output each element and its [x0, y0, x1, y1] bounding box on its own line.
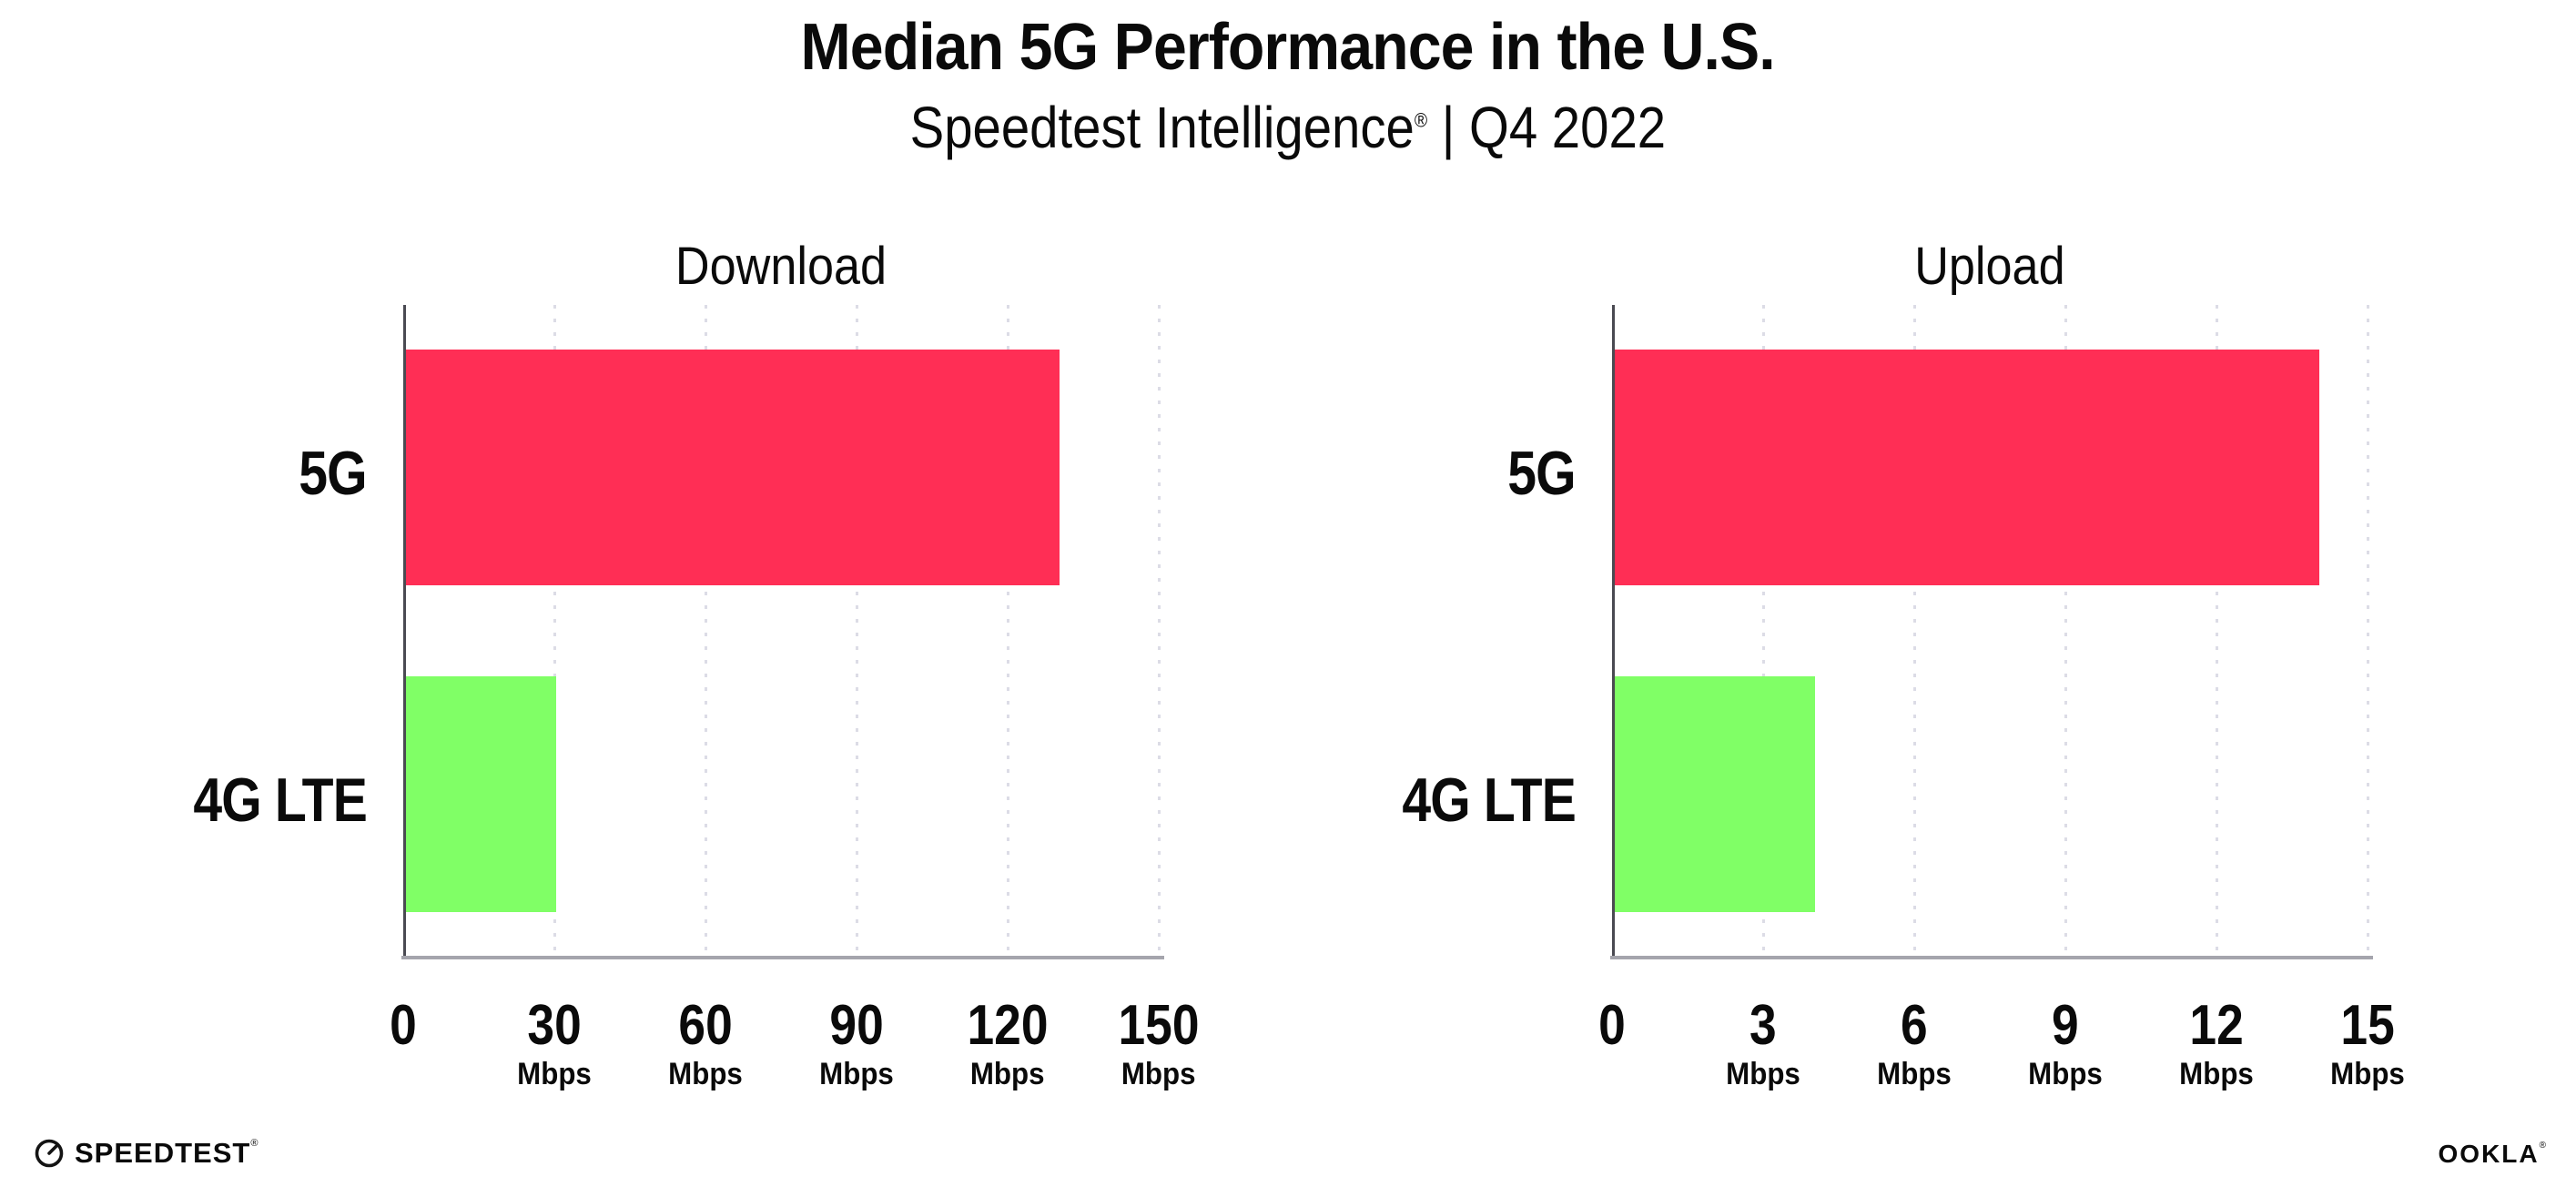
- upload-xtick-12: 12 Mbps: [2176, 958, 2257, 1091]
- page-subtitle-text: Speedtest Intelligence® | Q4 2022: [910, 95, 1666, 160]
- download-xtick-value: 0: [390, 994, 417, 1057]
- upload-xtick-value: 12: [2189, 994, 2244, 1057]
- download-category-label-4g-lte: 4G LTE: [139, 765, 368, 835]
- ookla-logo-text: OOKLA: [2438, 1140, 2540, 1168]
- download-xtick-unit: Mbps: [1121, 1057, 1196, 1091]
- speedtest-logo: SPEEDTEST ®: [33, 1136, 258, 1171]
- upload-xtick-3: 3 Mbps: [1723, 958, 1804, 1091]
- registered-trademark-mark: ®: [1414, 108, 1428, 132]
- upload-bar-5g: [1614, 350, 2319, 585]
- upload-gridline-3: [1762, 305, 1765, 958]
- download-y-axis-line: [403, 305, 406, 958]
- upload-gridline-15: [2367, 305, 2369, 958]
- download-gridline-120: [1007, 305, 1009, 958]
- download-plot-area: [401, 305, 1164, 959]
- speedtest-logo-text: SPEEDTEST: [75, 1137, 251, 1169]
- download-bar-5g: [405, 350, 1060, 585]
- upload-x-axis-line: [1610, 956, 2373, 959]
- upload-chart: Upload 5G 4G LTE 0 3 Mbps 6 Mbps 9 Mbps 12 Mbps 15…: [1348, 209, 2405, 1115]
- download-category-label-text: 4G LTE: [193, 765, 368, 835]
- download-xtick-value: 90: [829, 994, 884, 1057]
- download-category-label-text: 5G: [299, 438, 367, 508]
- upload-xtick-unit: Mbps: [1877, 1057, 1952, 1091]
- upload-xtick-6: 6 Mbps: [1874, 958, 1955, 1091]
- upload-xtick-9: 9 Mbps: [2025, 958, 2106, 1091]
- page-title-text: Median 5G Performance in the U.S.: [800, 11, 1776, 84]
- download-xtick-value: 120: [967, 994, 1049, 1057]
- download-gridline-60: [705, 305, 707, 958]
- upload-x-axis-ticks: 0 3 Mbps 6 Mbps 9 Mbps 12 Mbps 15 Mbps: [1598, 958, 2405, 1115]
- upload-xtick-value: 0: [1598, 994, 1626, 1057]
- download-x-axis-line: [401, 956, 1164, 959]
- ookla-logo: OOKLA ®: [2439, 1140, 2546, 1169]
- upload-gridline-6: [1913, 305, 1916, 958]
- download-xtick-unit: Mbps: [668, 1057, 743, 1091]
- download-xtick-unit: Mbps: [970, 1057, 1045, 1091]
- upload-category-label-text: 5G: [1507, 438, 1576, 508]
- speedtest-gauge-icon: [35, 1139, 64, 1168]
- upload-category-labels: 5G 4G LTE: [1348, 305, 1577, 958]
- download-xtick-60: 60 Mbps: [665, 958, 746, 1091]
- upload-xtick-0: 0: [1597, 958, 1628, 1054]
- download-gridline-90: [856, 305, 858, 958]
- ookla-registered-mark: ®: [2539, 1141, 2546, 1151]
- upload-plot-area: [1610, 305, 2373, 959]
- download-xtick-value: 60: [678, 994, 733, 1057]
- upload-chart-title-text: Upload: [1914, 237, 2065, 296]
- page-subtitle: Speedtest Intelligence® | Q4 2022: [0, 95, 2576, 160]
- upload-xtick-value: 9: [2052, 994, 2079, 1057]
- download-xtick-value: 30: [527, 994, 582, 1057]
- upload-y-axis-line: [1612, 305, 1615, 958]
- download-bar-4g-lte: [405, 676, 556, 912]
- page-title: Median 5G Performance in the U.S.: [0, 13, 2576, 82]
- subtitle-period: | Q4 2022: [1427, 95, 1667, 160]
- upload-xtick-unit: Mbps: [1726, 1057, 1800, 1091]
- download-x-axis-ticks: 0 30 Mbps 60 Mbps 90 Mbps 120 Mbps 150 Mbps: [390, 958, 1199, 1115]
- subtitle-brand: Speedtest Intelligence: [909, 95, 1415, 160]
- upload-xtick-unit: Mbps: [2028, 1057, 2103, 1091]
- download-chart-title-text: Download: [674, 237, 887, 296]
- download-gridline-30: [553, 305, 556, 958]
- download-xtick-0: 0: [388, 958, 419, 1054]
- upload-bar-4g-lte: [1614, 676, 1815, 912]
- speedtest-registered-mark: ®: [250, 1138, 259, 1149]
- download-chart-title: Download: [403, 209, 1159, 299]
- upload-xtick-15: 15 Mbps: [2328, 958, 2409, 1091]
- download-chart: Download 5G 4G LTE 0 30 Mbps 60 Mbps 90 Mbps 120…: [139, 209, 1199, 1115]
- upload-xtick-value: 15: [2340, 994, 2395, 1057]
- download-xtick-90: 90 Mbps: [816, 958, 898, 1091]
- upload-gridline-12: [2216, 305, 2218, 958]
- download-category-labels: 5G 4G LTE: [139, 305, 368, 958]
- upload-xtick-value: 6: [1901, 994, 1928, 1057]
- upload-xtick-unit: Mbps: [2179, 1057, 2254, 1091]
- download-category-label-5g: 5G: [139, 442, 367, 504]
- download-xtick-30: 30 Mbps: [514, 958, 595, 1091]
- download-gridline-150: [1158, 305, 1161, 958]
- download-xtick-unit: Mbps: [517, 1057, 592, 1091]
- download-xtick-unit: Mbps: [819, 1057, 894, 1091]
- download-xtick-value: 150: [1118, 994, 1200, 1057]
- download-xtick-150: 150 Mbps: [1111, 958, 1205, 1091]
- upload-category-label-5g: 5G: [1348, 442, 1576, 504]
- upload-category-label-text: 4G LTE: [1402, 765, 1577, 835]
- upload-xtick-unit: Mbps: [2330, 1057, 2405, 1091]
- download-xtick-120: 120 Mbps: [960, 958, 1054, 1091]
- upload-xtick-value: 3: [1749, 994, 1777, 1057]
- upload-category-label-4g-lte: 4G LTE: [1348, 765, 1577, 835]
- upload-chart-title: Upload: [1612, 209, 2368, 299]
- upload-gridline-9: [2064, 305, 2067, 958]
